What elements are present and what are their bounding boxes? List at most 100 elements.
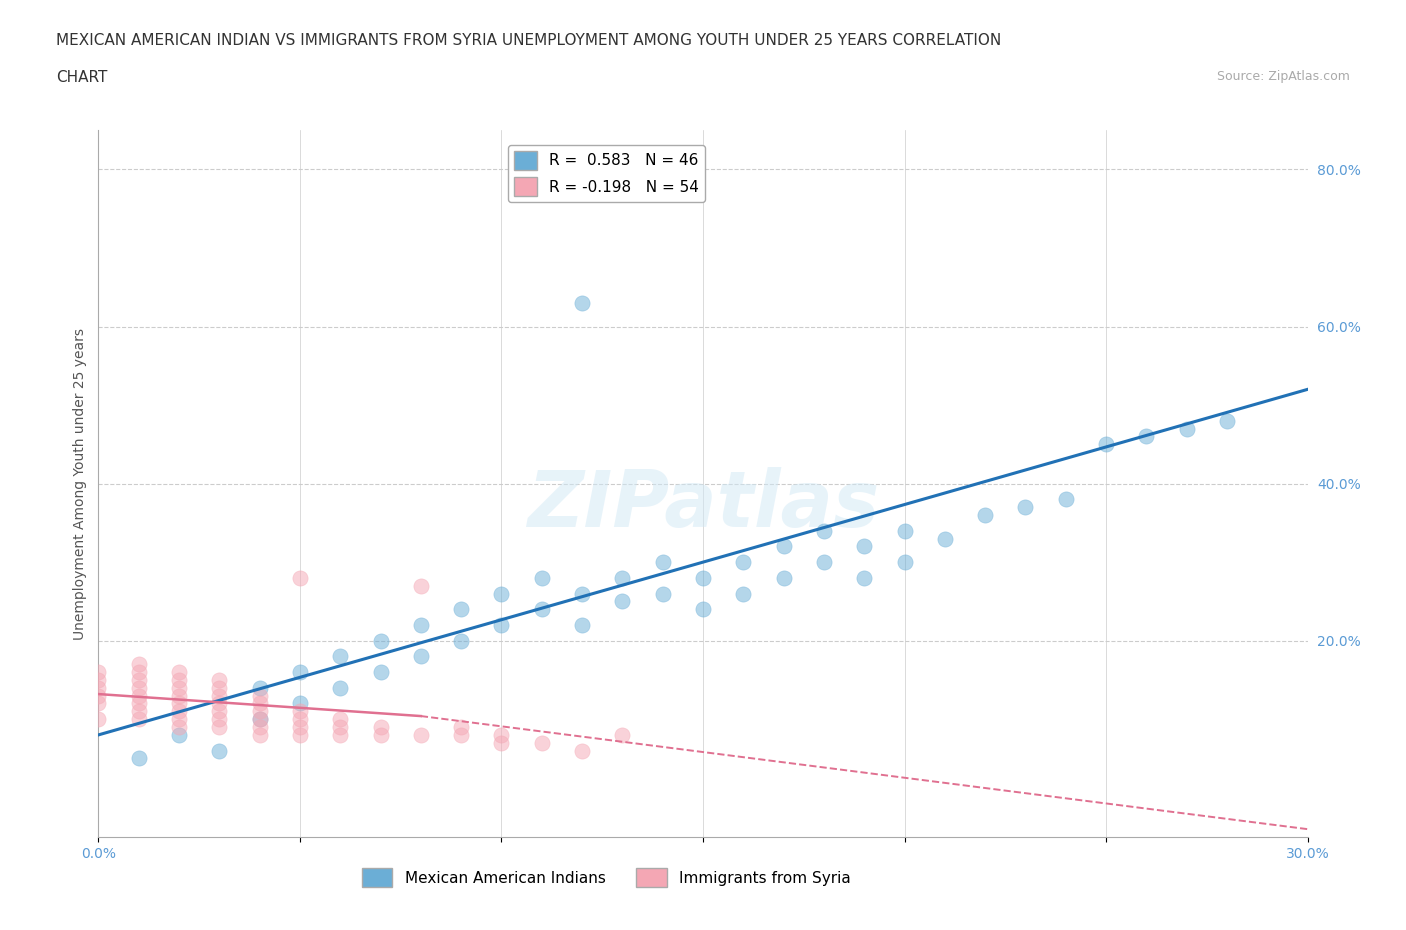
Point (853, 570, 876, 585)
Point (208, 704, 231, 719)
Point (288, 665, 311, 680)
Point (1175, 421, 1198, 436)
Point (370, 633, 392, 648)
Point (450, 720, 472, 735)
Point (1054, 492, 1077, 507)
Point (974, 508, 997, 523)
Point (167, 720, 190, 735)
Point (692, 602, 714, 617)
Text: CHART: CHART (56, 70, 108, 85)
Point (208, 743, 231, 758)
Point (612, 570, 634, 585)
Point (167, 672, 190, 687)
Point (128, 672, 150, 687)
Text: Source: ZipAtlas.com: Source: ZipAtlas.com (1216, 70, 1350, 83)
Point (288, 720, 311, 735)
Point (167, 681, 190, 696)
Point (491, 618, 513, 632)
Point (733, 554, 755, 569)
Point (329, 727, 352, 742)
Point (409, 649, 432, 664)
Point (288, 570, 311, 585)
Point (772, 570, 794, 585)
Point (249, 727, 271, 742)
Point (893, 524, 915, 538)
Point (87, 672, 110, 687)
Point (249, 688, 271, 703)
Point (87, 665, 110, 680)
Point (329, 649, 352, 664)
Point (249, 681, 271, 696)
Point (249, 711, 271, 726)
Point (370, 665, 392, 680)
Point (1095, 437, 1118, 452)
Point (249, 696, 271, 711)
Point (167, 711, 190, 726)
Point (1014, 499, 1036, 514)
Point (167, 704, 190, 719)
Point (249, 711, 271, 726)
Legend: Mexican American Indians, Immigrants from Syria: Mexican American Indians, Immigrants fro… (356, 862, 856, 893)
Point (571, 618, 593, 632)
Point (288, 727, 311, 742)
Point (571, 586, 593, 601)
Point (370, 720, 392, 735)
Point (128, 711, 150, 726)
Point (409, 578, 432, 593)
Point (208, 672, 231, 687)
Y-axis label: Unemployment Among Youth under 25 years: Unemployment Among Youth under 25 years (73, 327, 87, 640)
Point (571, 743, 593, 758)
Point (409, 727, 432, 742)
Point (87, 681, 110, 696)
Point (128, 751, 150, 766)
Text: MEXICAN AMERICAN INDIAN VS IMMIGRANTS FROM SYRIA UNEMPLOYMENT AMONG YOUTH UNDER : MEXICAN AMERICAN INDIAN VS IMMIGRANTS FR… (56, 33, 1001, 47)
Point (208, 720, 231, 735)
Point (288, 704, 311, 719)
Point (128, 657, 150, 671)
Point (530, 602, 553, 617)
Point (651, 586, 673, 601)
Point (128, 681, 150, 696)
Point (87, 711, 110, 726)
Point (87, 688, 110, 703)
Point (329, 681, 352, 696)
Point (733, 586, 755, 601)
Point (167, 688, 190, 703)
Point (813, 554, 835, 569)
Point (128, 704, 150, 719)
Point (288, 711, 311, 726)
Text: ZIPatlas: ZIPatlas (527, 467, 879, 543)
Point (409, 618, 432, 632)
Point (370, 727, 392, 742)
Point (167, 696, 190, 711)
Point (893, 554, 915, 569)
Point (571, 296, 593, 311)
Point (772, 539, 794, 554)
Point (651, 554, 673, 569)
Point (329, 711, 352, 726)
Point (87, 696, 110, 711)
Point (128, 665, 150, 680)
Point (934, 531, 956, 546)
Point (612, 594, 634, 609)
Point (491, 586, 513, 601)
Point (450, 602, 472, 617)
Point (128, 688, 150, 703)
Point (249, 720, 271, 735)
Point (288, 696, 311, 711)
Point (208, 688, 231, 703)
Point (612, 727, 634, 742)
Point (450, 727, 472, 742)
Point (813, 524, 835, 538)
Point (853, 539, 876, 554)
Point (1216, 413, 1239, 428)
Point (491, 727, 513, 742)
Point (530, 736, 553, 751)
Point (530, 570, 553, 585)
Point (208, 696, 231, 711)
Point (208, 681, 231, 696)
Point (692, 570, 714, 585)
Point (167, 727, 190, 742)
Point (491, 736, 513, 751)
Point (249, 704, 271, 719)
